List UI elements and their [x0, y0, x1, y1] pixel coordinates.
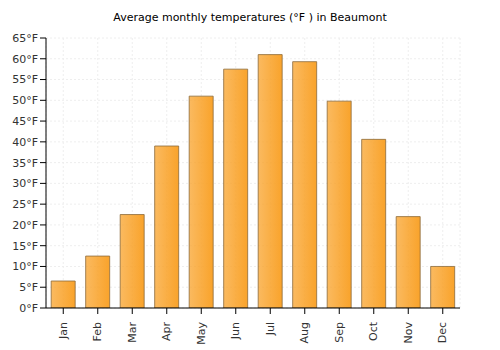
svg-text:Sep: Sep [333, 322, 346, 343]
svg-text:45°F: 45°F [12, 115, 38, 128]
svg-text:Nov: Nov [402, 322, 415, 344]
svg-text:Mar: Mar [126, 322, 139, 343]
svg-text:May: May [195, 322, 208, 345]
svg-text:60°F: 60°F [12, 53, 38, 66]
svg-text:0°F: 0°F [19, 302, 38, 315]
svg-text:20°F: 20°F [12, 219, 38, 232]
svg-text:Apr: Apr [160, 322, 173, 342]
svg-text:Jun: Jun [229, 322, 242, 340]
html-text:Average monthly temperatures (: Average monthly temperatures (°F ) in Be… [113, 11, 387, 24]
svg-text:Dec: Dec [436, 322, 449, 343]
svg-text:Aug: Aug [298, 322, 311, 343]
svg-text:Oct: Oct [367, 321, 380, 341]
svg-text:50°F: 50°F [12, 94, 38, 107]
svg-text:Feb: Feb [91, 322, 104, 341]
svg-text:30°F: 30°F [12, 177, 38, 190]
svg-text:Jul: Jul [264, 322, 277, 336]
svg-text:55°F: 55°F [12, 73, 38, 86]
svg-text:15°F: 15°F [12, 240, 38, 253]
svg-text:65°F: 65°F [12, 32, 38, 45]
svg-text:35°F: 35°F [12, 157, 38, 170]
svg-text:10°F: 10°F [12, 260, 38, 273]
svg-text:40°F: 40°F [12, 136, 38, 149]
svg-text:25°F: 25°F [12, 198, 38, 211]
svg-text:5°F: 5°F [19, 281, 38, 294]
svg-text:Jan: Jan [57, 322, 70, 340]
